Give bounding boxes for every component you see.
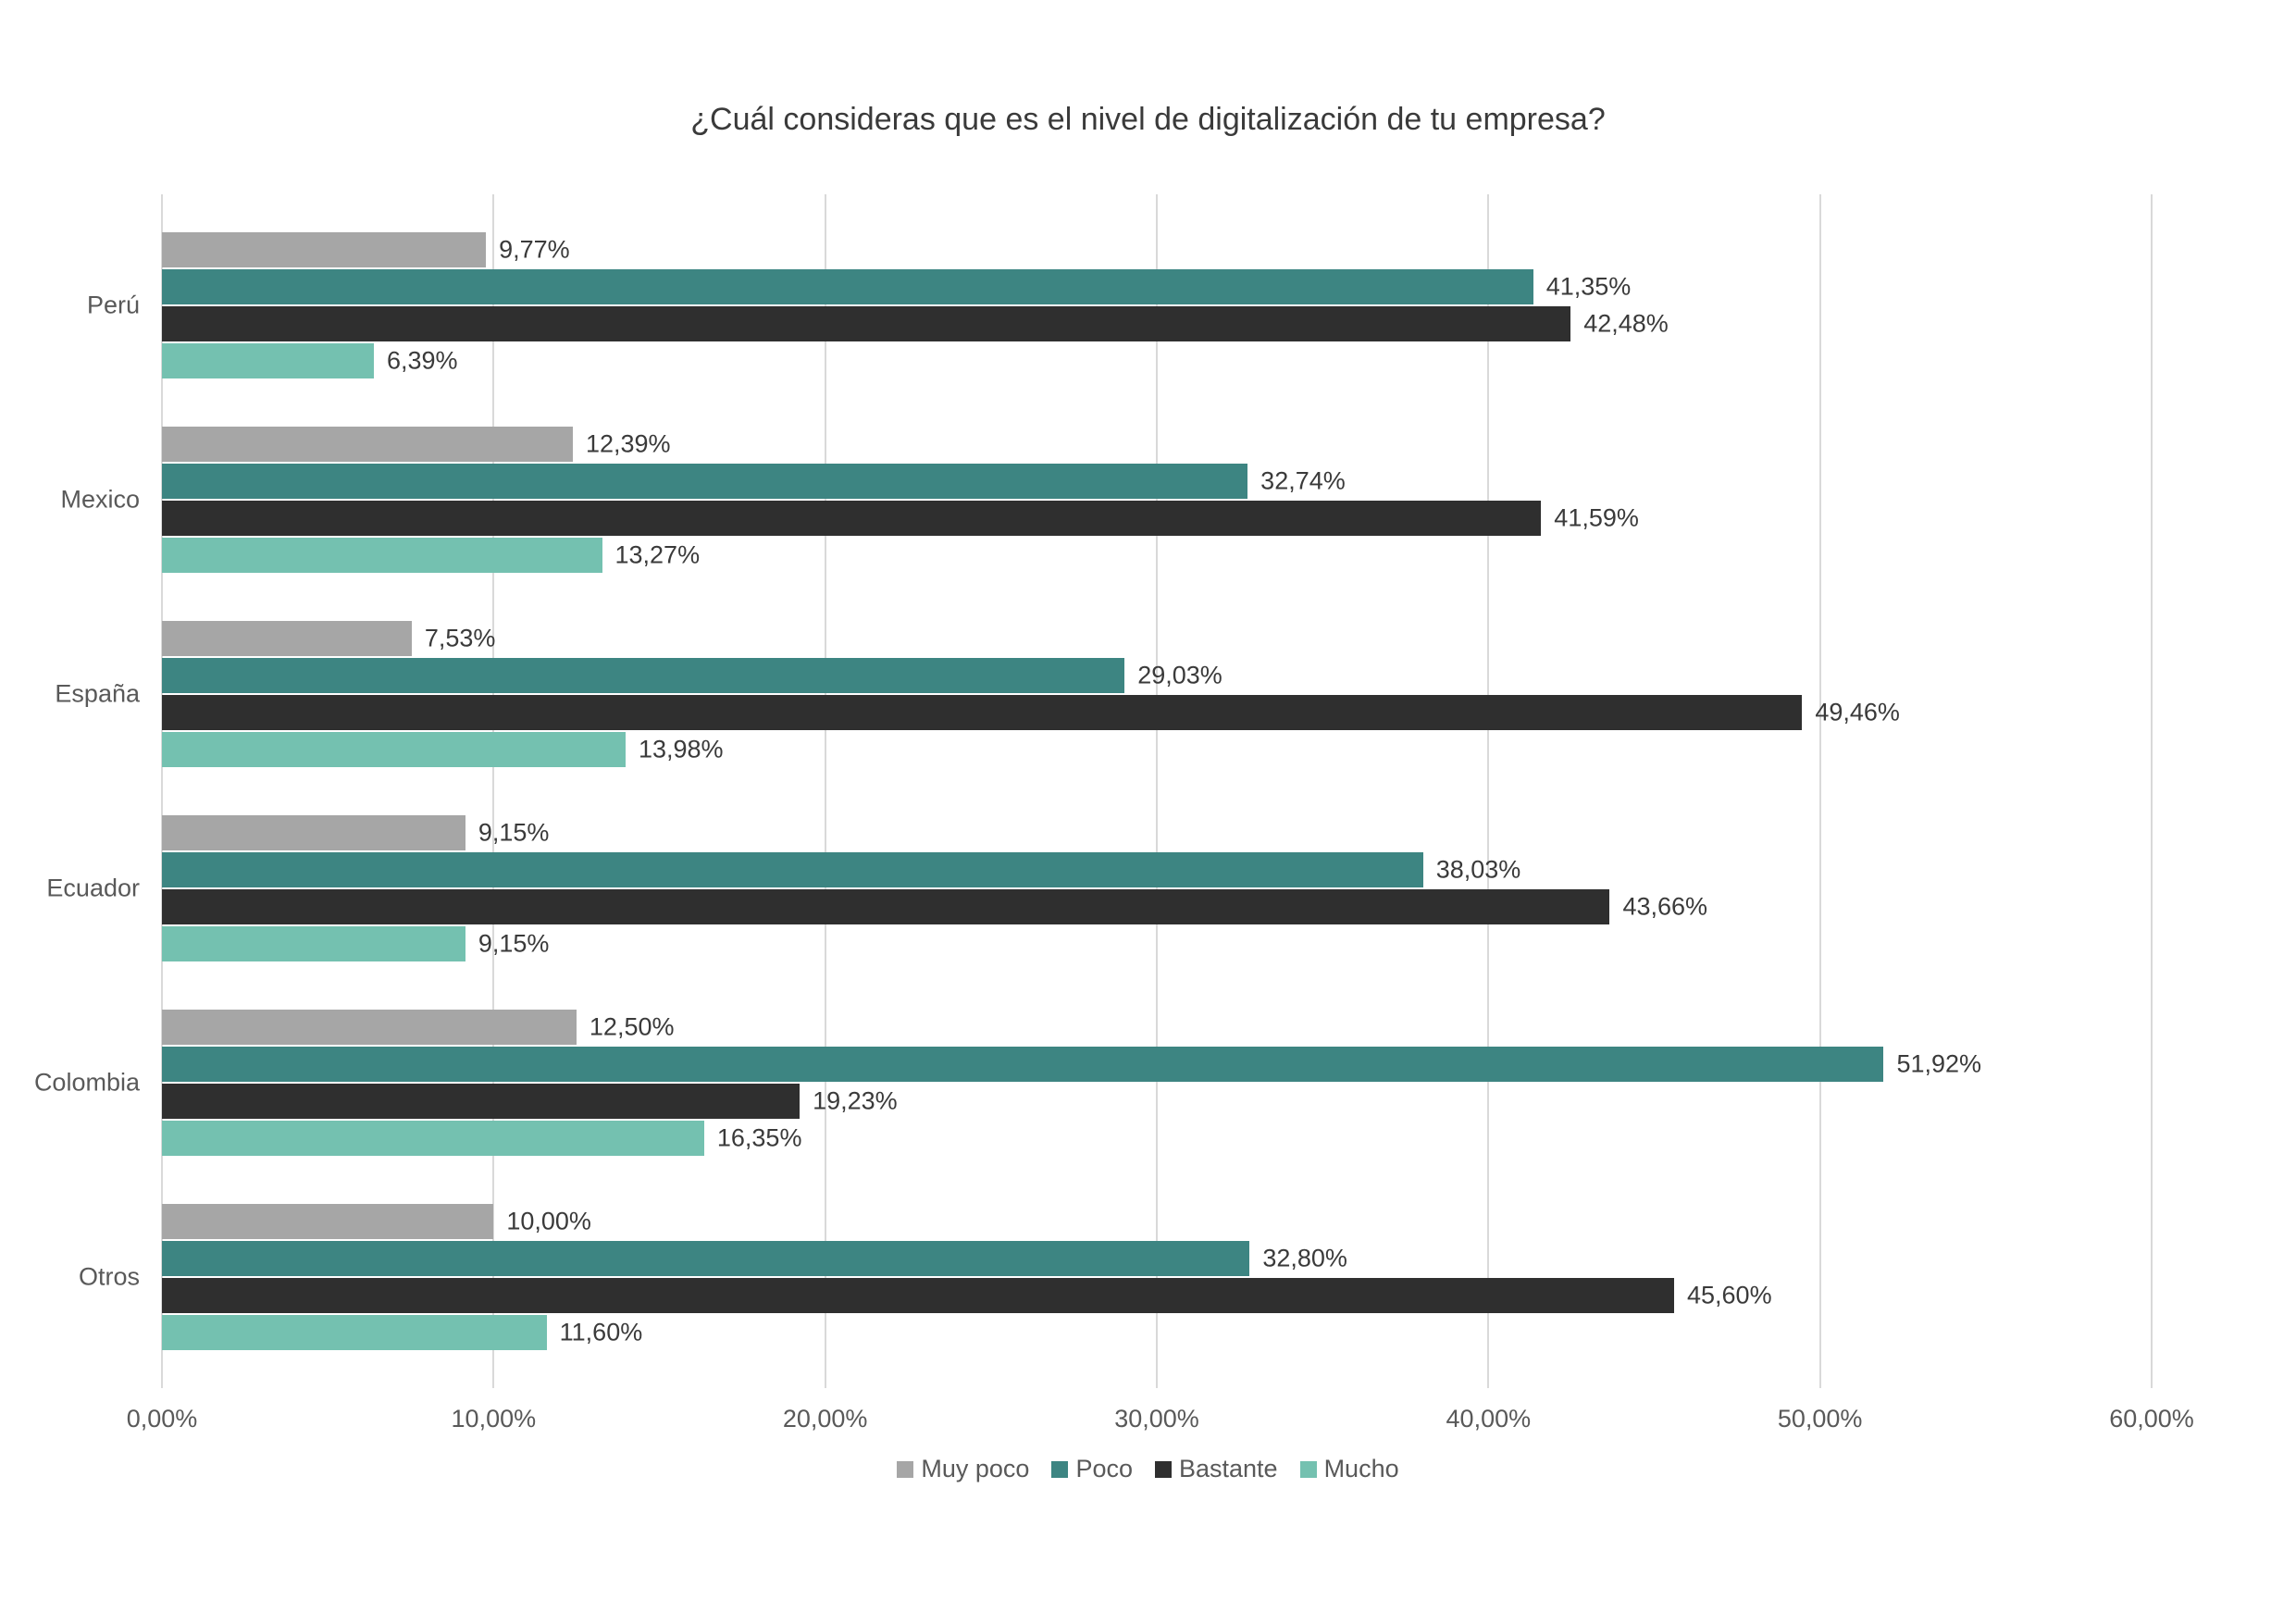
bar-poco xyxy=(162,1241,1249,1276)
legend-swatch xyxy=(1300,1461,1317,1478)
data-label: 9,15% xyxy=(478,930,550,959)
data-label: 32,80% xyxy=(1262,1245,1347,1273)
bar-mucho xyxy=(162,732,626,767)
data-label: 10,00% xyxy=(506,1208,591,1236)
bar-mucho xyxy=(162,926,465,961)
y-category-label: Perú xyxy=(87,291,162,320)
y-category-label: Colombia xyxy=(34,1069,162,1098)
grid-line xyxy=(1819,194,1821,1388)
data-label: 51,92% xyxy=(1896,1050,1981,1079)
data-label: 13,27% xyxy=(615,541,701,570)
x-tick-label: 40,00% xyxy=(1446,1405,1532,1433)
legend: Muy poco Poco Bastante Mucho xyxy=(0,1455,2296,1484)
chart-title: ¿Cuál consideras que es el nivel de digi… xyxy=(0,102,2296,138)
bar-bastante xyxy=(162,1278,1674,1313)
legend-label: Muy poco xyxy=(921,1455,1029,1483)
bar-bastante xyxy=(162,1084,800,1119)
x-tick-label: 30,00% xyxy=(1114,1405,1199,1433)
data-label: 32,74% xyxy=(1260,467,1346,496)
data-label: 9,77% xyxy=(499,236,570,265)
data-label: 12,50% xyxy=(590,1013,675,1042)
y-category-label: Otros xyxy=(79,1263,162,1292)
bar-poco xyxy=(162,269,1533,304)
bar-muy_poco xyxy=(162,621,412,656)
data-label: 41,59% xyxy=(1554,504,1639,533)
bar-muy_poco xyxy=(162,1010,577,1045)
data-label: 42,48% xyxy=(1583,310,1669,339)
data-label: 16,35% xyxy=(717,1124,802,1153)
legend-swatch xyxy=(1155,1461,1172,1478)
legend-label: Poco xyxy=(1075,1455,1133,1483)
grid-line xyxy=(1487,194,1489,1388)
legend-item: Mucho xyxy=(1300,1455,1399,1483)
data-label: 12,39% xyxy=(586,430,671,459)
legend-label: Bastante xyxy=(1179,1455,1278,1483)
bar-mucho xyxy=(162,343,374,378)
legend-swatch xyxy=(897,1461,913,1478)
data-label: 7,53% xyxy=(425,625,496,653)
x-tick-label: 20,00% xyxy=(783,1405,868,1433)
grid-line xyxy=(2151,194,2153,1388)
legend-swatch xyxy=(1051,1461,1068,1478)
data-label: 6,39% xyxy=(387,347,458,376)
bar-mucho xyxy=(162,538,602,573)
bar-bastante xyxy=(162,306,1570,341)
legend-item: Bastante xyxy=(1155,1455,1278,1483)
bar-bastante xyxy=(162,695,1802,730)
bar-bastante xyxy=(162,889,1609,924)
x-tick-label: 60,00% xyxy=(2109,1405,2194,1433)
bar-muy_poco xyxy=(162,1204,493,1239)
y-category-label: Ecuador xyxy=(46,874,162,903)
bar-poco xyxy=(162,658,1124,693)
bar-bastante xyxy=(162,501,1541,536)
data-label: 13,98% xyxy=(639,736,724,764)
bar-mucho xyxy=(162,1121,704,1156)
bar-muy_poco xyxy=(162,815,465,850)
grid-line xyxy=(825,194,826,1388)
y-category-label: España xyxy=(55,680,162,709)
bar-mucho xyxy=(162,1315,547,1350)
plot-area: 0,00%10,00%20,00%30,00%40,00%50,00%60,00… xyxy=(162,194,2152,1388)
data-label: 19,23% xyxy=(813,1087,898,1116)
bar-muy_poco xyxy=(162,232,486,267)
chart-container: ¿Cuál consideras que es el nivel de digi… xyxy=(0,0,2296,1600)
data-label: 38,03% xyxy=(1436,856,1521,885)
legend-item: Poco xyxy=(1051,1455,1133,1483)
x-tick-label: 50,00% xyxy=(1778,1405,1863,1433)
data-label: 49,46% xyxy=(1815,699,1900,727)
data-label: 41,35% xyxy=(1546,273,1632,302)
x-tick-label: 0,00% xyxy=(127,1405,198,1433)
data-label: 45,60% xyxy=(1687,1282,1772,1310)
bar-poco xyxy=(162,852,1423,887)
grid-line xyxy=(1156,194,1158,1388)
data-label: 29,03% xyxy=(1137,662,1222,690)
legend-label: Mucho xyxy=(1324,1455,1399,1483)
data-label: 9,15% xyxy=(478,819,550,848)
bar-poco xyxy=(162,1047,1883,1082)
y-category-label: Mexico xyxy=(60,486,162,515)
bar-muy_poco xyxy=(162,427,573,462)
data-label: 11,60% xyxy=(560,1319,643,1347)
x-tick-label: 10,00% xyxy=(452,1405,537,1433)
data-label: 43,66% xyxy=(1622,893,1707,922)
bar-poco xyxy=(162,464,1247,499)
legend-item: Muy poco xyxy=(897,1455,1029,1483)
